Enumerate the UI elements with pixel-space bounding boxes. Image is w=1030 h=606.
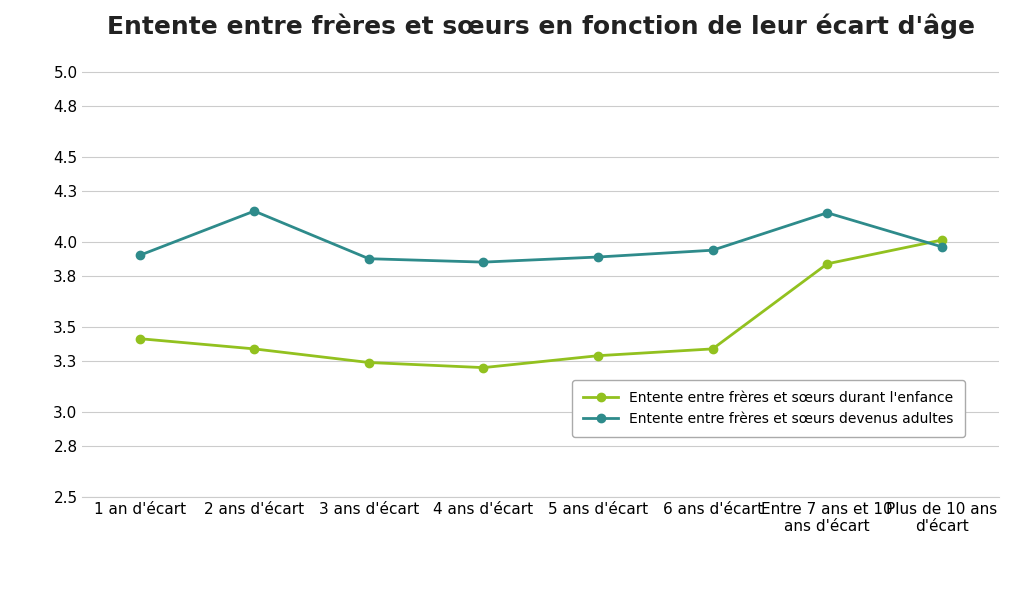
Entente entre frères et sœurs durant l'enfance [821,260,833,267]
Entente entre frères et sœurs durant l'enfance [592,352,605,359]
Title: Entente entre frères et sœurs en fonction de leur écart d'âge: Entente entre frères et sœurs en fonctio… [107,13,974,39]
Entente entre frères et sœurs durant l'enfance [935,236,948,244]
Entente entre frères et sœurs durant l'enfance [248,345,261,353]
Entente entre frères et sœurs devenus adultes [935,243,948,250]
Entente entre frères et sœurs devenus adultes [477,259,489,266]
Entente entre frères et sœurs devenus adultes [707,247,719,254]
Entente entre frères et sœurs durant l'enfance [134,335,146,342]
Entente entre frères et sœurs durant l'enfance [363,359,375,366]
Line: Entente entre frères et sœurs durant l'enfance: Entente entre frères et sœurs durant l'e… [136,236,946,371]
Legend: Entente entre frères et sœurs durant l'enfance, Entente entre frères et sœurs de: Entente entre frères et sœurs durant l'e… [573,380,965,437]
Entente entre frères et sœurs devenus adultes [134,251,146,259]
Entente entre frères et sœurs devenus adultes [821,209,833,216]
Entente entre frères et sœurs devenus adultes [248,207,261,215]
Entente entre frères et sœurs durant l'enfance [707,345,719,353]
Entente entre frères et sœurs devenus adultes [363,255,375,262]
Entente entre frères et sœurs devenus adultes [592,253,605,261]
Line: Entente entre frères et sœurs devenus adultes: Entente entre frères et sœurs devenus ad… [136,207,946,266]
Entente entre frères et sœurs durant l'enfance [477,364,489,371]
